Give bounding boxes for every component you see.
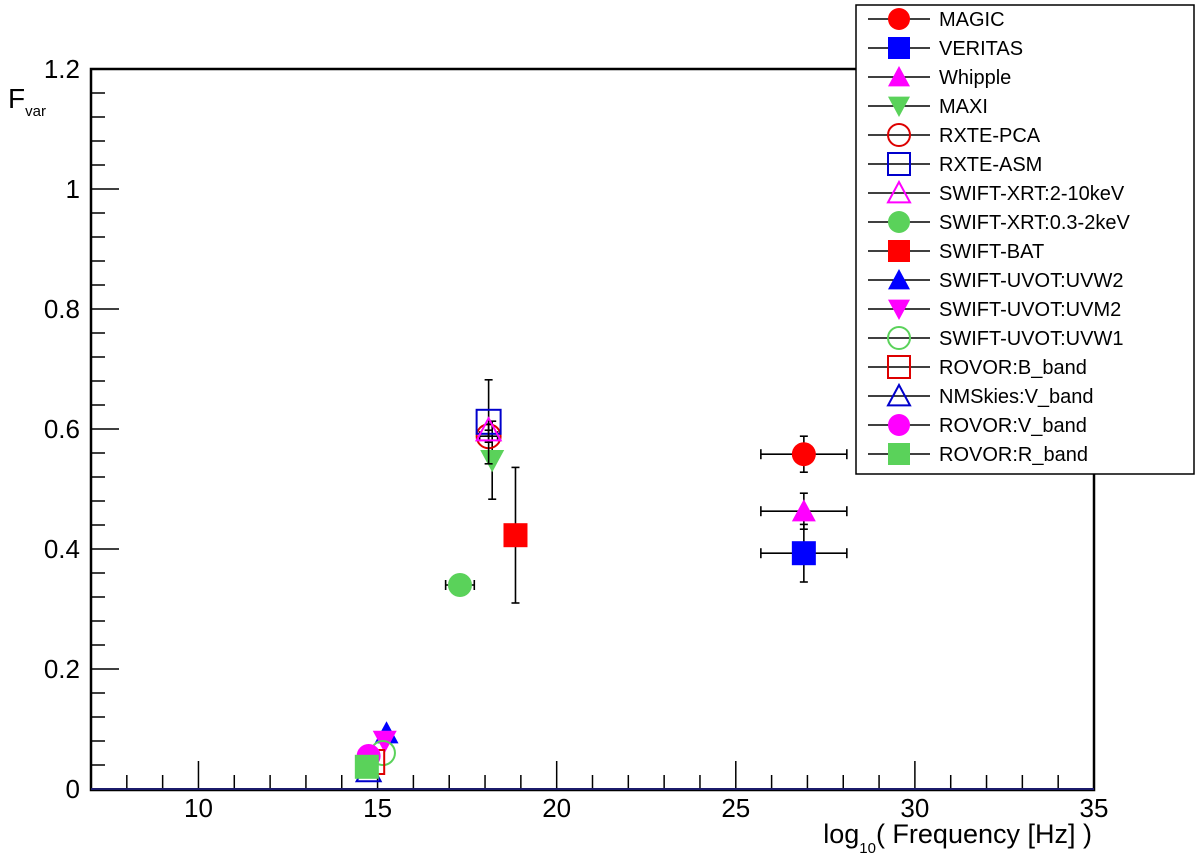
legend-entry: SWIFT-UVOT:UVW1 <box>868 326 1123 350</box>
legend-label: MAXI <box>939 96 988 118</box>
legend-label: ROVOR:R_band <box>939 444 1088 466</box>
data-points <box>354 378 848 783</box>
legend-label: ROVOR:B_band <box>939 357 1087 379</box>
series-swift-xrt-0-3-2kev <box>444 573 476 597</box>
series-swift-bat <box>503 466 528 604</box>
data-point <box>503 523 528 548</box>
legend-entry: Whipple <box>868 66 1011 89</box>
legend-marker <box>888 96 910 117</box>
legend-marker <box>887 123 911 147</box>
legend-label: NMSkies:V_band <box>939 386 1094 408</box>
legend-entry: NMSkies:V_band <box>868 382 1094 408</box>
data-point <box>480 450 505 473</box>
legend-marker <box>888 240 910 262</box>
legend-marker <box>888 414 910 436</box>
legend-entry: SWIFT-XRT:2-10keV <box>868 179 1125 205</box>
legend-label: SWIFT-BAT <box>939 241 1044 263</box>
y-tick-label: 0 <box>66 774 80 804</box>
legend-entry: SWIFT-XRT:0.3-2keV <box>868 211 1130 234</box>
axis-ticks <box>90 68 1095 790</box>
legend-label: SWIFT-UVOT:UVW2 <box>939 270 1123 292</box>
series-rovor-r-band <box>354 754 379 779</box>
legend-marker <box>888 299 910 320</box>
legend-label: RXTE-ASM <box>939 154 1042 176</box>
data-point <box>474 416 503 442</box>
legend-marker <box>888 443 910 465</box>
y-tick-label: 0.2 <box>44 654 80 684</box>
y-axis-label: Fvar <box>8 83 46 120</box>
data-point <box>791 541 816 566</box>
legend-entry: SWIFT-UVOT:UVM2 <box>868 299 1121 321</box>
legend-label: SWIFT-XRT:0.3-2keV <box>939 212 1130 234</box>
y-tick-label: 0.4 <box>44 534 80 564</box>
y-tick-label: 0.8 <box>44 294 80 324</box>
legend: MAGIC VERITAS Whipple MAXI RXTE-PCA RXTE-ASM S… <box>855 4 1195 475</box>
series-magic <box>760 435 848 474</box>
y-tick-label: 1.2 <box>44 54 80 84</box>
legend-marker <box>888 269 910 290</box>
data-point <box>354 754 379 779</box>
x-tick-label: 30 <box>900 793 929 823</box>
legend-label: ROVOR:V_band <box>939 415 1087 437</box>
x-tick-label: 20 <box>542 793 571 823</box>
legend-marker <box>888 8 910 30</box>
legend-marker <box>887 152 911 176</box>
data-point <box>791 442 816 467</box>
legend-marker <box>888 211 910 233</box>
legend-entry: RXTE-ASM <box>868 152 1042 176</box>
legend-marker <box>887 326 911 350</box>
legend-label: SWIFT-UVOT:UVW1 <box>939 328 1123 350</box>
series-whipple <box>760 492 848 531</box>
legend-label: Whipple <box>939 67 1011 89</box>
legend-entry: MAGIC <box>868 8 1005 31</box>
legend-entry: RXTE-PCA <box>868 123 1041 147</box>
legend-marker <box>886 179 912 204</box>
legend-marker <box>887 355 911 379</box>
x-axis-label: log10( Frequency [Hz] ) <box>823 819 1092 857</box>
legend-entry: MAXI <box>868 96 988 118</box>
axis-tick-labels: 10 15 20 25 30 35 0 0.2 0.4 0.6 0.8 1 1.2 <box>44 54 1109 823</box>
legend-entry: ROVOR:R_band <box>868 443 1088 466</box>
legend-marker <box>886 382 912 407</box>
legend-marker <box>888 37 910 59</box>
x-tick-label: 25 <box>721 793 750 823</box>
legend-label: VERITAS <box>939 38 1023 60</box>
legend-label: RXTE-PCA <box>939 125 1041 147</box>
data-point <box>791 499 816 522</box>
legend-entry: VERITAS <box>868 37 1023 60</box>
data-point <box>447 573 472 597</box>
legend-entry: SWIFT-BAT <box>868 240 1044 263</box>
x-tick-label: 15 <box>363 793 392 823</box>
legend-label: MAGIC <box>939 9 1005 31</box>
y-tick-label: 0.6 <box>44 414 80 444</box>
legend-label: SWIFT-XRT:2-10keV <box>939 183 1125 205</box>
legend-entry: ROVOR:V_band <box>868 414 1087 437</box>
legend-entry: SWIFT-UVOT:UVW2 <box>868 269 1123 292</box>
legend-entry: ROVOR:B_band <box>868 355 1087 379</box>
legend-label: SWIFT-UVOT:UVM2 <box>939 299 1121 321</box>
y-tick-label: 1 <box>66 174 80 204</box>
x-tick-label: 35 <box>1080 793 1109 823</box>
series-swift-xrt-2-10kev <box>474 416 503 442</box>
series-veritas <box>760 523 848 583</box>
legend-marker <box>888 66 910 87</box>
x-tick-label: 10 <box>184 793 213 823</box>
